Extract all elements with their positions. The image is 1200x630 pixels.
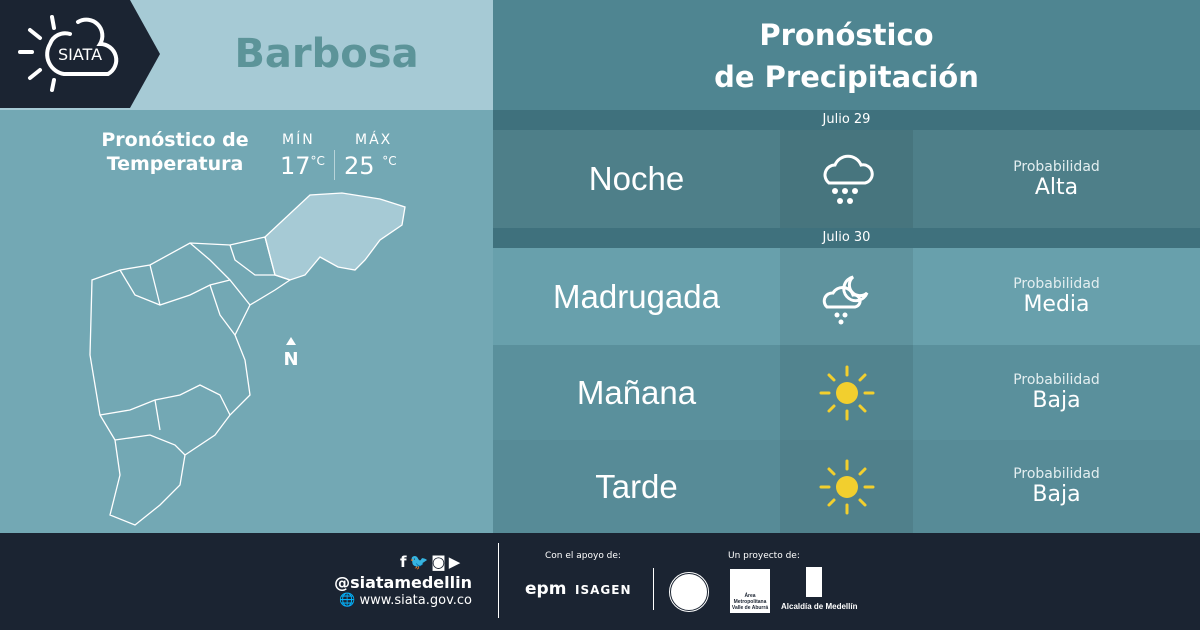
temp-title-line2: Temperatura [106,153,244,175]
map-outline [89,236,292,526]
divider [498,543,499,618]
city-name: Barbosa [234,31,419,77]
precipitation-title: Pronóstico de Precipitación [493,14,1200,98]
probability-value: Media [1023,292,1090,317]
probability-label: Probabilidad [1013,158,1100,175]
min-unit: °C [310,154,325,168]
social-icons[interactable]: f🐦◙▶ [400,553,463,571]
forecast-row: Mañana Probabilidad Baja [493,345,1200,440]
probability-value: Alta [1034,174,1079,200]
youtube-icon[interactable]: ▶ [448,553,464,571]
period-label: Mañana [576,373,697,411]
social-handle[interactable]: @siatamedellin [334,573,472,592]
area-metropolitana-logo: Área Metropolitana Valle de Aburrá [730,569,770,613]
area-metropolitana-text: Área Metropolitana Valle de Aburrá [731,593,769,611]
max-value: 25 °C [344,152,397,180]
sun-cloud-logo-icon: SIATA [18,15,119,92]
date-header: Julio 29 [493,110,1200,130]
temperature-panel [0,110,493,533]
heavy-rain-cloud-icon [780,130,913,228]
sun-icon [780,440,913,533]
title-line2: de Precipitación [714,60,979,94]
website-text: www.siata.gov.co [359,593,472,608]
min-temp: 17 [280,152,311,180]
logo-text: SIATA [58,45,102,64]
probability-value: Baja [1032,482,1081,507]
max-temp: 25 [344,152,375,180]
min-label: MÍN [282,132,315,148]
temp-title-line1: Pronóstico de [101,129,249,151]
website-link[interactable]: 🌐 www.siata.gov.co [339,593,472,608]
max-unit: °C [382,154,397,168]
facebook-icon[interactable]: f [400,553,410,571]
period-label: Noche [588,160,685,197]
temperature-title: Pronóstico de Temperatura [80,128,270,176]
municipality-map: N [89,192,406,526]
probability-value: Baja [1032,388,1081,413]
forecast-row: Noche Probabilidad Alta [493,130,1200,228]
max-label: MÁX [355,132,393,148]
twitter-icon[interactable]: 🐦 [409,553,432,571]
project-label: Un proyecto de: [728,551,800,561]
forecast-row: Madrugada Probabilidad Media [493,248,1200,345]
north-label: N [283,349,298,370]
alcaldia-shield-logo [806,567,822,597]
divider [334,150,335,180]
epm-logo: epm [525,579,567,599]
medellin-seal-logo [668,571,710,613]
isagen-logo: ISAGEN [575,583,632,597]
probability-label: Probabilidad [1013,372,1100,388]
map-region-highlight [264,192,406,281]
probability-label: Probabilidad [1013,466,1100,482]
siata-logo: SIATA [0,0,160,108]
divider [653,568,654,610]
moon-cloud-rain-icon [780,248,913,345]
footer: f🐦◙▶ @siatamedellin 🌐 www.siata.gov.co C… [0,533,1200,630]
period-label: Tarde [595,467,678,505]
min-value: 17°C [280,152,325,180]
date-header: Julio 30 [493,228,1200,248]
globe-icon: 🌐 [339,593,356,608]
period-label: Madrugada [553,277,720,315]
support-label: Con el apoyo de: [545,551,621,561]
probability-label: Probabilidad [1013,276,1100,292]
title-line1: Pronóstico [759,18,934,52]
instagram-icon[interactable]: ◙ [431,553,449,571]
forecast-row: Tarde Probabilidad Baja [493,440,1200,533]
sun-icon [780,345,913,440]
north-arrow-icon [286,337,296,345]
alcaldia-text: Alcaldía de Medellín [781,602,858,611]
